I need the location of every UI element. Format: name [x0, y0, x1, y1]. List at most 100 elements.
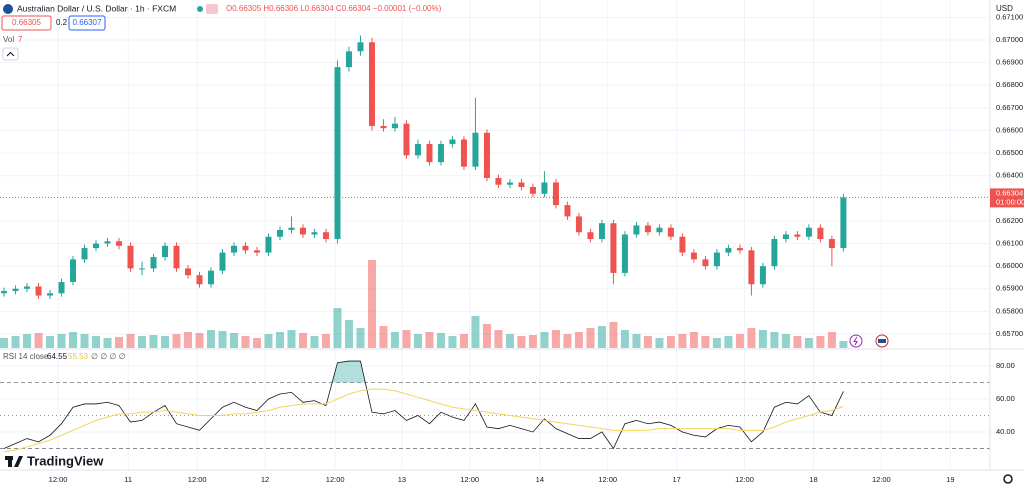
y-tick-label: 0.65900 — [996, 284, 1023, 293]
volume-bar — [413, 334, 422, 348]
candle-body — [782, 234, 789, 240]
y-tick-label: 0.65700 — [996, 329, 1023, 338]
volume-bar — [586, 328, 595, 348]
currency[interactable]: USD — [996, 4, 1013, 13]
candle-body — [426, 144, 433, 163]
candle-body — [219, 252, 226, 271]
y-tick-label: 0.66800 — [996, 80, 1023, 89]
volume-bar — [149, 335, 158, 348]
candle-body — [575, 216, 582, 233]
candle-body — [748, 250, 755, 285]
y-tick-label: 0.66400 — [996, 171, 1023, 180]
volume-bar — [92, 336, 101, 348]
x-tick-label: 12 — [261, 475, 269, 484]
candle-body — [311, 232, 318, 235]
candle-body — [24, 286, 31, 289]
candle-body — [587, 232, 594, 240]
candle-body — [380, 125, 387, 129]
candle-body — [495, 177, 502, 185]
volume-bar — [781, 334, 790, 348]
volume-bar — [816, 336, 825, 348]
y-tick-label: 0.66600 — [996, 125, 1023, 134]
ohlc-legend: O0.66305 H0.66306 L0.66304 C0.66304 −0.0… — [226, 4, 442, 13]
volume-bar — [804, 338, 813, 348]
candle-body — [483, 132, 490, 178]
y-tick-label: 0.66100 — [996, 239, 1023, 248]
volume-bar — [287, 330, 296, 348]
candle-body — [518, 182, 525, 188]
volume-bar — [620, 330, 629, 348]
volume-bar — [356, 328, 365, 348]
candle-body — [759, 266, 766, 285]
rsi-extra: ∅ ∅ ∅ ∅ — [91, 352, 126, 361]
y-tick-label: 0.67000 — [996, 35, 1023, 44]
x-tick-label: 19 — [946, 475, 954, 484]
candle-body — [610, 223, 617, 273]
candle-body — [93, 243, 100, 249]
volume-bar — [402, 330, 411, 348]
collapse-icon — [6, 51, 15, 57]
candle-body — [47, 293, 54, 296]
rsi-tick-label: 80.00 — [996, 361, 1015, 370]
bid-price[interactable]: 0.66305 — [12, 18, 41, 27]
buy-button[interactable] — [68, 15, 106, 31]
volume-bar — [275, 332, 284, 348]
candle-body — [828, 239, 835, 249]
volume-bar — [34, 333, 43, 348]
brand[interactable]: TradingView — [27, 453, 104, 468]
volume-bar — [57, 334, 66, 348]
volume-bar — [252, 338, 261, 348]
volume-bar — [655, 338, 664, 348]
symbol-title[interactable]: Australian Dollar / U.S. Dollar · 1h · F… — [17, 3, 176, 13]
volume-bar — [528, 335, 537, 348]
x-tick-label: 12:00 — [49, 475, 68, 484]
settings-gear[interactable] — [1003, 474, 1013, 484]
volume-bar — [126, 334, 135, 348]
candle-body — [506, 182, 513, 185]
volume-bar — [241, 336, 250, 348]
candle-body — [104, 241, 111, 244]
x-tick-label: 11 — [124, 475, 132, 484]
volume-bar — [218, 331, 227, 348]
volume-bar — [471, 316, 480, 348]
x-tick-label: 13 — [398, 475, 406, 484]
last-price-label: 0.66304 — [996, 188, 1023, 197]
y-tick-label: 0.66500 — [996, 148, 1023, 157]
candle-body — [58, 281, 65, 294]
volume-bar — [448, 336, 457, 348]
candle-body — [794, 234, 801, 237]
flag-icon — [878, 339, 886, 343]
volume-bar — [827, 332, 836, 348]
candle-body — [242, 245, 249, 251]
x-tick-label: 14 — [536, 475, 544, 484]
candle-body — [805, 227, 812, 237]
volume-bar — [574, 332, 583, 348]
symbol-icon — [3, 4, 13, 14]
candle-body — [288, 227, 295, 230]
candle-body — [817, 227, 824, 240]
volume-bar — [563, 334, 572, 348]
volume-bar — [161, 336, 169, 348]
candle-body — [150, 257, 157, 269]
volume-bar — [678, 334, 687, 348]
volume-bar — [758, 330, 767, 348]
volume-last: 7 — [18, 35, 23, 44]
candle-body — [414, 144, 421, 156]
volume-bar — [425, 332, 434, 348]
x-tick-label: 12:00 — [326, 475, 345, 484]
rsi-tick-label: 40.00 — [996, 427, 1015, 436]
candle-body — [173, 245, 180, 269]
collapse-button[interactable] — [2, 47, 19, 61]
ask-price[interactable]: 0.66307 — [73, 18, 102, 27]
sell-button[interactable] — [1, 15, 52, 31]
volume-bar — [540, 332, 549, 348]
candle-body — [299, 227, 306, 235]
volume-bar — [839, 341, 848, 348]
data-window-button[interactable] — [206, 4, 218, 14]
marks — [0, 35, 990, 453]
candle-body — [253, 250, 260, 253]
volume-bar — [195, 333, 204, 348]
volume-bar — [597, 326, 606, 348]
volume-bar — [333, 308, 342, 348]
